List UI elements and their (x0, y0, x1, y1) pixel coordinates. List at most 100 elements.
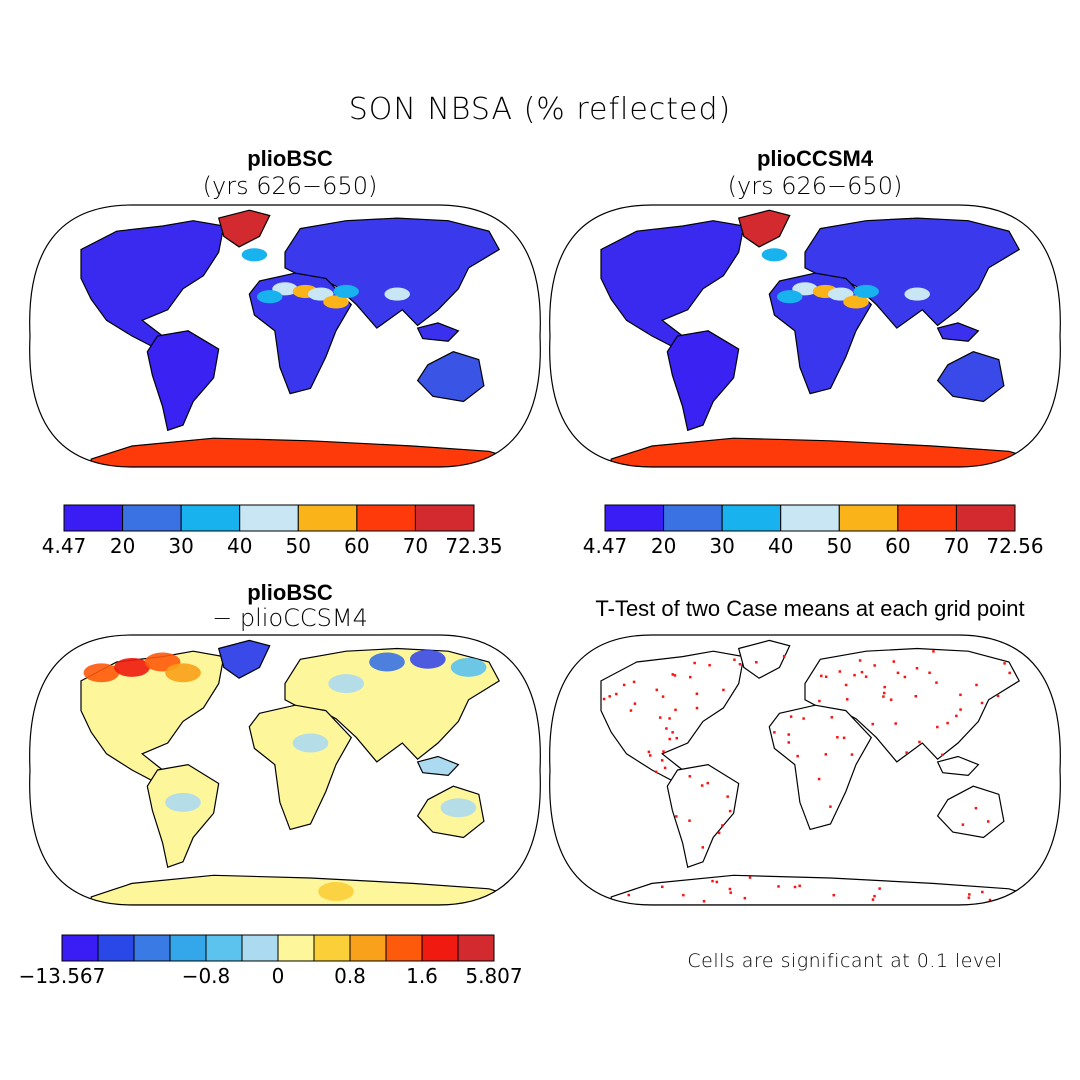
anomaly-patch (114, 657, 150, 677)
significant-cell (715, 880, 719, 884)
albedo-patch (761, 248, 788, 262)
colorbar-swatch (277, 934, 315, 962)
colorbar-swatch (61, 934, 99, 962)
colorbar-plioCCSM4: 4.47 20 30 40 50 60 70 72.56 (583, 504, 1044, 558)
significant-cell (858, 659, 862, 662)
anomaly-patch (369, 652, 405, 672)
significant-cell (777, 885, 780, 888)
significant-cell (668, 717, 671, 720)
colorbar-swatch (205, 934, 243, 962)
significant-cell (615, 692, 618, 696)
significant-cell (959, 708, 962, 711)
significant-cell (748, 876, 752, 879)
significant-cell (671, 731, 674, 734)
colorbar-swatch (97, 934, 135, 962)
significant-cell (668, 737, 671, 741)
significant-cell (918, 740, 921, 744)
colorbar-label: 0 (272, 964, 285, 988)
significant-cell (701, 846, 704, 849)
colorbar-label: 50 (286, 534, 311, 558)
antarctica-landmass (90, 437, 516, 467)
colorbar-plioBSC: 4.47 20 30 40 50 60 70 72.35 (42, 504, 503, 558)
significant-cell (838, 670, 842, 673)
map-panel-4 (549, 634, 1061, 906)
anomaly-patch (83, 663, 120, 683)
significant-cell (871, 898, 875, 901)
significant-cell (688, 819, 691, 822)
significant-cell (721, 824, 724, 827)
significant-cell (889, 698, 893, 701)
albedo-patch (843, 295, 869, 309)
southeast-asia-islands-landmass (416, 755, 460, 777)
significant-cell (905, 751, 908, 754)
significant-cell (682, 893, 685, 897)
significant-cell (974, 806, 978, 810)
significant-cell (894, 722, 897, 725)
significant-cell (873, 894, 876, 898)
colorbar-swatch (604, 504, 665, 532)
colorbar-swatch (241, 934, 279, 962)
colorbar-label: 40 (768, 534, 793, 558)
map-boundary (29, 634, 541, 906)
albedo-patch (256, 290, 283, 304)
anomaly-patch (440, 798, 477, 818)
albedo-patch (323, 295, 349, 309)
significant-cell (602, 697, 606, 701)
colorbar-swatch (663, 504, 723, 532)
significant-cell (689, 675, 692, 679)
significant-cell (711, 879, 714, 883)
significant-cell (688, 775, 692, 778)
significant-cell (832, 893, 836, 897)
significant-cell (729, 891, 732, 894)
significant-cell (608, 695, 611, 698)
significant-cell (853, 673, 856, 677)
significant-cell (820, 674, 823, 678)
significant-cell (693, 661, 696, 665)
significant-cell (633, 702, 637, 705)
significant-cell (883, 685, 886, 689)
colorbar-swatch (385, 934, 423, 962)
significant-cell (663, 766, 667, 770)
significant-cell (798, 884, 801, 888)
significant-cell (817, 777, 821, 781)
colorbar-label: 70 (403, 534, 428, 558)
colorbar-label: 72.56 (986, 534, 1043, 558)
anomaly-patch (165, 792, 201, 812)
colorbar-swatch (721, 504, 782, 532)
significant-cell (661, 885, 664, 889)
colorbar-label: −0.8 (182, 964, 231, 988)
africa-landmass (248, 704, 353, 831)
significant-cell (661, 695, 665, 698)
significant-cell (706, 781, 709, 785)
significant-cell (829, 805, 832, 808)
antarctica-landmass (610, 437, 1036, 467)
colorbar-swatch (297, 504, 358, 532)
significant-cell (892, 660, 896, 663)
significant-cell (914, 695, 918, 698)
significant-cell (818, 699, 821, 703)
australia-landmass (936, 351, 1005, 403)
colorbar-label: 4.47 (583, 534, 628, 558)
colorbar-swatch (180, 504, 241, 532)
significant-cell (955, 714, 958, 718)
south-america-landmass (146, 330, 220, 432)
significant-cell (871, 722, 874, 726)
south-america-landmass (666, 330, 740, 432)
significant-cell (975, 683, 978, 687)
colorbar-difference: −13.567 −0.8 0 0.8 1.6 5.807 (19, 934, 523, 988)
southeast-asia-islands-landmass (936, 322, 980, 342)
colorbar-label: 1.6 (406, 964, 438, 988)
colorbar-swatch (63, 504, 124, 532)
significant-cell (845, 698, 849, 701)
significant-cell (824, 675, 828, 679)
colorbar-label: 30 (168, 534, 193, 558)
significant-cell (655, 688, 659, 692)
significant-cell (928, 671, 931, 675)
significant-cell (915, 666, 919, 670)
significant-cell (932, 650, 935, 653)
significant-cell (793, 885, 797, 889)
panel3-subtitle: − plioCCSM4 (212, 604, 368, 632)
panel1-subtitle: (yrs 626−650) (202, 172, 378, 200)
north-america-landmass (80, 220, 225, 348)
significant-cell (789, 715, 793, 718)
